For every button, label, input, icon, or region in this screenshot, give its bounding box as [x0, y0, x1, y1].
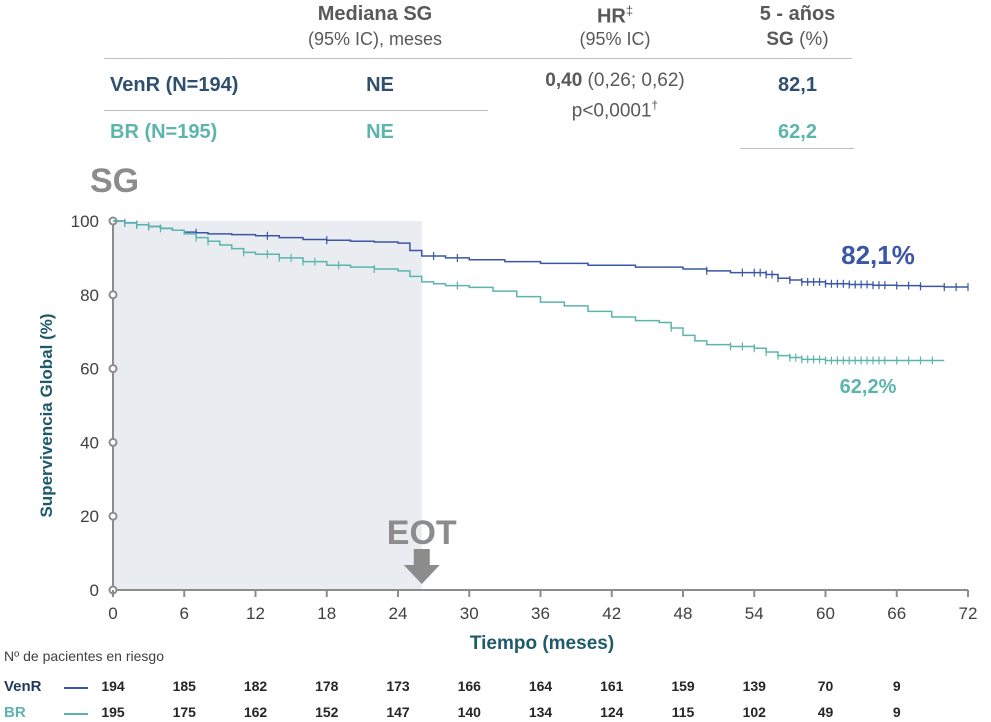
y-axis-label: Supervivencia Global (%) [37, 313, 56, 517]
y-tick-label: 60 [80, 360, 99, 379]
x-axis-label: Tiempo (meses) [470, 633, 614, 654]
risk-count: 159 [671, 678, 695, 694]
y-tick-label: 40 [80, 433, 99, 452]
x-tick-label: 60 [816, 604, 835, 623]
x-tick-label: 0 [108, 604, 117, 623]
risk-count: 49 [817, 704, 834, 720]
risk-count: 173 [386, 678, 410, 694]
br-end-label: 62,2% [840, 376, 897, 398]
col-median-title: Mediana SG [317, 3, 433, 25]
risk-count: 162 [243, 704, 268, 720]
risk-count: 161 [600, 678, 624, 694]
x-tick-label: 18 [317, 604, 336, 623]
col-hr-title-text: HR [596, 5, 626, 28]
x-tick-label: 30 [460, 604, 479, 623]
col-median-sub: (95% IC), meses [307, 29, 443, 49]
col-5y-sub: SG (%) [740, 29, 855, 51]
risk-count: 164 [528, 678, 553, 694]
treatment-period-shade [113, 221, 422, 590]
risk-row-legend-line [64, 687, 88, 689]
eot-label: EOT [387, 514, 457, 552]
p-value: p<0,0001 [571, 100, 652, 122]
chart-title: SG [90, 162, 139, 200]
x-tick-label: 36 [531, 604, 550, 623]
col-5y-sub-rest: (%) [793, 29, 829, 50]
risk-table-title: Nº de pacientes en riesgo [4, 648, 164, 664]
risk-count: 166 [457, 678, 481, 694]
table-bottom-rule [740, 148, 854, 149]
y-tick-label: 80 [80, 286, 99, 305]
venr-median: NE [366, 74, 394, 96]
p-sup: † [651, 98, 659, 112]
br-label: BR (N=195) [110, 121, 218, 143]
series-line-venr [113, 220, 968, 288]
hr-ci: (0,26; 0,62) [582, 70, 685, 91]
col-hr-sub: (95% IC) [579, 29, 651, 49]
hr-value: 0,40 [545, 70, 583, 91]
risk-count: 9 [892, 704, 901, 720]
risk-count: 102 [742, 704, 766, 720]
col-hr-title: HR‡ [515, 3, 715, 29]
risk-row-legend-line [64, 713, 88, 715]
col-hr-sup: ‡ [625, 3, 634, 18]
x-tick-label: 6 [180, 604, 189, 623]
table-header-rule [104, 58, 852, 59]
risk-count: 147 [386, 704, 410, 720]
br-5y: 62,2 [778, 121, 817, 143]
risk-count: 134 [528, 704, 553, 720]
y-tick-label: 20 [80, 507, 99, 526]
y-tick-mark [108, 437, 118, 447]
risk-row-label-br: BR [4, 704, 26, 721]
x-tick-label: 72 [959, 604, 978, 623]
y-tick-mark [108, 290, 118, 300]
risk-count: 70 [817, 678, 834, 694]
risk-count: 185 [172, 678, 196, 694]
risk-count: 194 [101, 678, 125, 694]
x-tick-label: 24 [389, 604, 408, 623]
risk-count: 152 [315, 704, 339, 720]
hr-value-line: 0,40 (0,26; 0,62) [505, 70, 725, 92]
eot-arrow-icon [403, 549, 440, 584]
risk-count: 115 [671, 704, 695, 720]
table-mid-rule [104, 110, 488, 111]
y-tick-label: 0 [90, 581, 99, 600]
br-median: NE [366, 121, 394, 143]
venr-label: VenR (N=194) [110, 74, 239, 96]
x-tick-label: 54 [745, 604, 764, 623]
risk-count: 124 [600, 704, 624, 720]
y-tick-mark [108, 364, 118, 374]
risk-count: 139 [742, 678, 766, 694]
x-tick-label: 12 [246, 604, 265, 623]
col-5y-title: 5 - años [759, 3, 836, 25]
risk-count: 195 [101, 704, 125, 720]
risk-count: 182 [243, 678, 268, 694]
col-5y-sub-bold: SG [766, 29, 794, 50]
risk-count: 9 [892, 678, 901, 694]
risk-row-label-venr: VenR [4, 678, 42, 695]
p-value-line: p<0,0001† [505, 98, 725, 122]
risk-count: 178 [315, 678, 339, 694]
x-tick-label: 42 [602, 604, 621, 623]
y-tick-mark [108, 511, 118, 521]
risk-count: 140 [457, 704, 481, 720]
x-tick-label: 48 [674, 604, 693, 623]
venr-5y: 82,1 [778, 74, 817, 96]
x-tick-label: 66 [887, 604, 906, 623]
y-tick-label: 100 [71, 212, 99, 231]
risk-count: 175 [172, 704, 196, 720]
venr-end-label: 82,1% [841, 240, 915, 270]
